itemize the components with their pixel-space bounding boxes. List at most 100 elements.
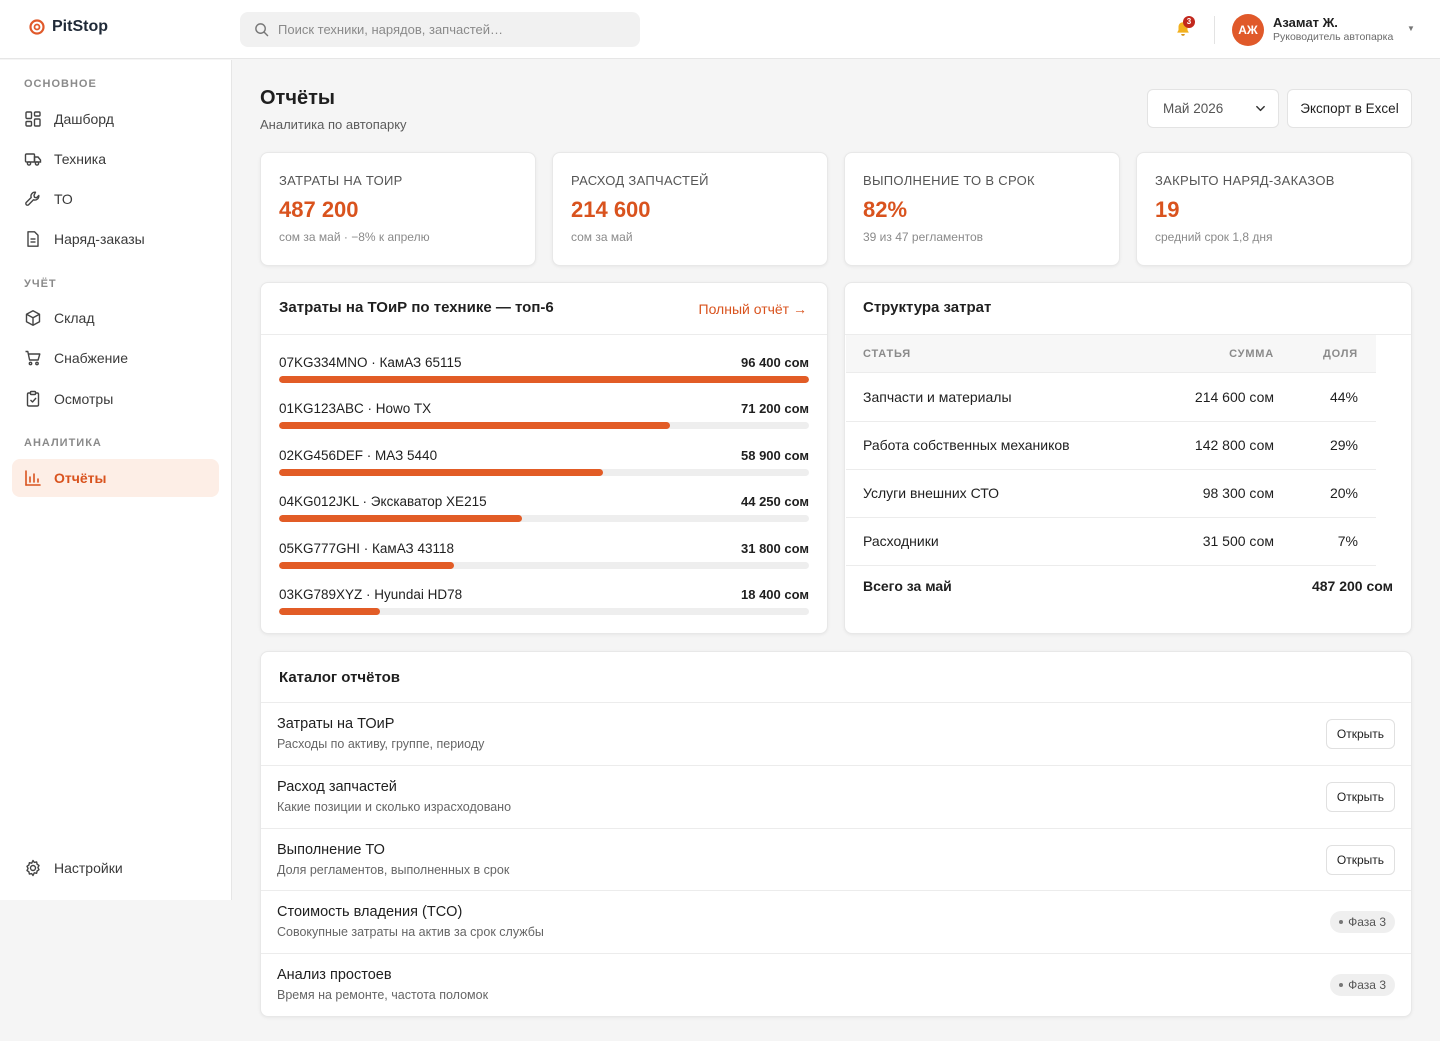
header-divider — [1214, 16, 1215, 44]
cost-share: 7% — [1337, 533, 1358, 549]
search-icon — [255, 23, 269, 37]
total-label: Всего за май — [863, 578, 952, 594]
sidebar-item-settings[interactable]: Настройки — [12, 849, 219, 887]
kpi-card: ЗАТРАТЫ НА ТОИР 487 200 сом за май · −8%… — [260, 152, 536, 266]
truck-icon — [24, 153, 42, 166]
user-menu-caret-icon[interactable]: ▼ — [1407, 24, 1415, 33]
top-header: PitStop 3 АЖ Азамат Ж. Руководитель авто… — [0, 0, 1440, 59]
cost-value: 44 250 сом — [741, 494, 809, 509]
kpi-value: 214 600 — [571, 197, 651, 222]
page-subtitle: Аналитика по автопарку — [260, 117, 407, 132]
kpi-note: средний срок 1,8 дня — [1155, 230, 1273, 244]
bullet-icon — [1339, 983, 1344, 987]
report-name: Стоимость владения (TCO) — [277, 904, 463, 920]
sidebar-item-inspections[interactable]: Осмотры — [12, 380, 219, 418]
cost-bar-track — [279, 515, 809, 522]
full-report-link[interactable]: Полный отчёт → — [698, 301, 808, 317]
sidebar-item-label: Отчёты — [54, 470, 107, 486]
cost-sum: 142 800 сом — [1194, 437, 1274, 453]
cost-share: 29% — [1329, 437, 1358, 453]
period-select[interactable]: Май 2026 — [1147, 89, 1279, 128]
sidebar-item-warehouse[interactable]: Склад — [12, 299, 219, 337]
user-name[interactable]: Азамат Ж. — [1273, 15, 1338, 30]
cost-bar-fill — [279, 469, 603, 476]
vehicle-name: 01KG123ABC · Howo TX — [279, 401, 432, 416]
notifications-button[interactable]: 3 — [1173, 16, 1195, 40]
report-description: Совокупные затраты на актив за срок служ… — [277, 925, 544, 939]
cost-value: 18 400 сом — [741, 587, 809, 602]
kpi-card: ВЫПОЛНЕНИЕ ТО В СРОК 82% 39 из 47 реглам… — [844, 152, 1120, 266]
search-bar[interactable] — [240, 12, 640, 47]
table-row: Работа собственных механиков 142 800 сом… — [846, 422, 1376, 470]
sidebar-section-title: УЧЁТ — [24, 278, 57, 290]
cost-item: Услуги внешних СТО — [863, 485, 1000, 501]
sidebar-item-work-orders[interactable]: Наряд-заказы — [12, 220, 219, 258]
document-icon — [27, 231, 39, 247]
cost-value: 31 800 сом — [741, 541, 809, 556]
logo-icon — [29, 19, 45, 35]
cost-value: 96 400 сом — [741, 355, 809, 370]
cost-share: 20% — [1329, 485, 1358, 501]
report-name: Выполнение ТО — [277, 842, 385, 858]
open-report-button[interactable]: Открыть — [1326, 719, 1395, 749]
app-logo[interactable]: PitStop — [28, 18, 108, 36]
open-report-button[interactable]: Открыть — [1326, 782, 1395, 812]
wrench-icon — [25, 191, 40, 206]
total-value: 487 200 сом — [1311, 578, 1393, 594]
cost-bar-track — [279, 376, 809, 383]
cost-item: Работа собственных механиков — [863, 437, 1070, 453]
vehicle-name: 07KG334MNO · КамАЗ 65115 — [279, 355, 462, 370]
cost-bar-track — [279, 422, 809, 429]
sidebar-item-maintenance[interactable]: ТО — [12, 180, 219, 218]
report-description: Время на ремонте, частота поломок — [277, 988, 489, 1002]
kpi-label: РАСХОД ЗАПЧАСТЕЙ — [571, 173, 709, 188]
export-excel-button[interactable]: Экспорт в Excel — [1287, 89, 1412, 128]
kpi-value: 82% — [863, 197, 908, 222]
cost-bar-track — [279, 562, 809, 569]
cost-sum: 31 500 сом — [1202, 533, 1274, 549]
cost-bar-fill — [279, 515, 523, 522]
user-avatar[interactable]: АЖ — [1232, 14, 1264, 46]
sidebar-item-label: Осмотры — [54, 391, 114, 407]
bullet-icon — [1339, 920, 1344, 924]
catalog-row: Расход запчастей Какие позиции и сколько… — [261, 765, 1411, 828]
column-header-item: СТАТЬЯ — [863, 348, 912, 360]
sidebar: ОСНОВНОЕ Дашборд Техника ТО Наряд-заказы… — [0, 60, 232, 900]
kpi-value: 487 200 — [279, 197, 359, 222]
card-title: Затраты на ТОиР по технике — топ-6 — [279, 299, 554, 316]
sidebar-item-label: Наряд-заказы — [54, 231, 145, 247]
sidebar-section-title: ОСНОВНОЕ — [24, 78, 97, 90]
cart-icon — [25, 350, 41, 366]
sidebar-item-reports[interactable]: Отчёты — [12, 459, 219, 497]
card-title: Структура затрат — [863, 299, 992, 316]
sidebar-item-label: ТО — [54, 191, 73, 207]
page-title: Отчёты — [260, 87, 335, 109]
catalog-row: Выполнение ТО Доля регламентов, выполнен… — [261, 828, 1411, 891]
vehicle-name: 02KG456DEF · МАЗ 5440 — [279, 448, 438, 463]
vehicle-name: 04KG012JKL · Экскаватор XE215 — [279, 494, 487, 509]
gear-icon — [26, 859, 40, 877]
cost-item: Запчасти и материалы — [863, 389, 1012, 405]
top-costs-card: Затраты на ТОиР по технике — топ-6 Полны… — [260, 282, 828, 634]
open-report-button[interactable]: Открыть — [1326, 845, 1395, 875]
column-header-share: ДОЛЯ — [1323, 348, 1358, 360]
cost-sum: 214 600 сом — [1194, 389, 1274, 405]
user-role: Руководитель автопарка — [1273, 31, 1394, 43]
cost-bar-track — [279, 608, 809, 615]
kpi-label: ВЫПОЛНЕНИЕ ТО В СРОК — [863, 173, 1035, 188]
sidebar-item-vehicles[interactable]: Техника — [12, 140, 219, 178]
report-description: Какие позиции и сколько израсходовано — [277, 800, 512, 814]
report-name: Анализ простоев — [277, 967, 392, 983]
catalog-row: Анализ простоев Время на ремонте, частот… — [261, 953, 1411, 1016]
sidebar-item-dashboard[interactable]: Дашборд — [12, 100, 219, 138]
sidebar-item-procurement[interactable]: Снабжение — [12, 339, 219, 377]
column-header-sum: СУММА — [1229, 348, 1274, 360]
table-row: Запчасти и материалы 214 600 сом 44% — [846, 374, 1376, 422]
cost-item: Расходники — [863, 533, 939, 549]
cost-bar-fill — [279, 608, 381, 615]
report-description: Расходы по активу, группе, периоду — [277, 737, 485, 751]
kpi-label: ЗАТРАТЫ НА ТОИР — [279, 173, 403, 188]
search-input[interactable] — [278, 22, 628, 37]
vehicle-name: 05KG777GHI · КамАЗ 43118 — [279, 541, 454, 556]
cost-bar-fill — [279, 376, 809, 383]
